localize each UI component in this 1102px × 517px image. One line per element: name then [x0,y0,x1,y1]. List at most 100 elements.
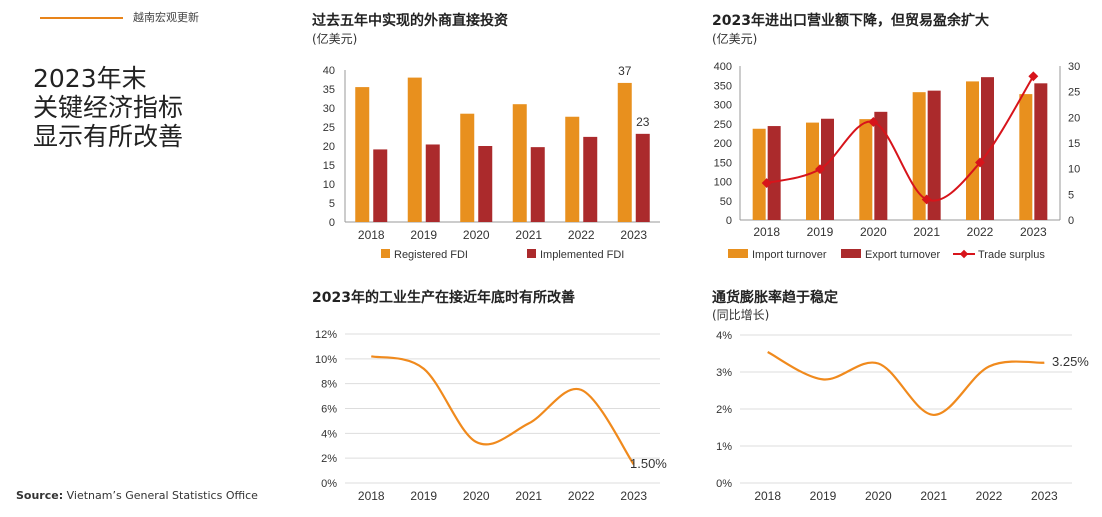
trade-chart-subtitle: (亿美元) [712,32,758,46]
cpi-y-tick: 4% [716,330,732,342]
cpi-x-tick: 2022 [976,489,1003,503]
fdi-y-tick: 25 [323,122,335,134]
industry-x-tick: 2021 [515,489,542,503]
trade-y-tick-right: 15 [1068,138,1080,150]
trade-bar-export [981,77,994,220]
fdi-bar-implemented [373,149,388,222]
fdi-chart-subtitle: (亿美元) [312,32,358,46]
fdi-legend-registered: Registered FDI [394,249,468,261]
industry-y-tick: 12% [315,329,337,341]
industry-x-tick: 2019 [410,489,437,503]
fdi-y-tick: 40 [323,65,335,77]
main-title-line1: 2023年末 [33,64,147,93]
trade-surplus-point [868,117,879,127]
trade-x-tick: 2022 [967,225,994,239]
cpi-x-tick: 2023 [1031,489,1058,503]
trade-x-tick: 2021 [913,225,940,239]
fdi-bar-implemented [583,136,598,222]
fdi-bar-registered [617,82,632,222]
trade-legend-swatch-export [841,249,861,258]
trade-y-tick-right: 0 [1068,215,1074,227]
trade-y-tick-left: 150 [714,157,732,169]
trade-bar-import [859,119,873,220]
cpi-x-tick: 2020 [865,489,892,503]
trade-bar-import [752,128,766,220]
trade-x-tick: 2023 [1020,225,1047,239]
fdi-y-tick: 5 [329,198,335,210]
trade-chart-title: 2023年进出口营业额下降，但贸易盈余扩大 [712,13,989,29]
fdi-bar-implemented [425,144,440,222]
trade-legend-surplus: Trade surplus [978,249,1045,261]
trade-surplus-point [975,157,985,168]
cpi-x-tick: 2021 [920,489,947,503]
main-title: 2023年末 关键经济指标 显示有所改善 [33,64,183,151]
industry-y-tick: 6% [321,404,337,416]
industry-y-tick: 2% [321,453,337,465]
fdi-legend-swatch-implemented [527,249,536,258]
fdi-chart-title: 过去五年中实现的外商直接投资 [312,13,508,29]
trade-surplus-point [761,178,772,188]
fdi-y-tick: 35 [323,84,335,96]
header-label: 越南宏观更新 [133,11,199,24]
fdi-x-tick: 2019 [410,228,437,242]
trade-bar-export [821,118,834,220]
trade-x-tick: 2020 [860,225,887,239]
trade-surplus-point [1028,71,1039,82]
trade-y-tick-left: 250 [714,119,732,131]
fdi-legend-swatch-registered [381,249,390,258]
trade-y-tick-right: 10 [1068,164,1080,176]
cpi-series-line [767,351,1045,417]
fdi-bar-implemented [635,133,650,222]
trade-legend-swatch-import [728,249,748,258]
industry-x-tick: 2023 [620,489,647,503]
trade-bar-export [927,90,941,220]
main-title-line3: 显示有所改善 [33,122,184,151]
industry-x-tick: 2022 [568,489,595,503]
fdi-y-tick: 20 [323,141,335,153]
industry-y-tick: 0% [321,478,337,490]
cpi-x-tick: 2019 [810,489,837,503]
fdi-y-tick: 10 [323,179,335,191]
trade-y-tick-left: 300 [714,100,732,112]
industry-x-tick: 2018 [358,489,385,503]
trade-surplus-point [921,194,932,205]
trade-y-tick-left: 400 [714,61,732,73]
fdi-bar-implemented [478,146,493,222]
industry-end-label: 1.50% [630,456,667,471]
fdi-x-tick: 2021 [515,228,542,242]
fdi-legend-implemented: Implemented FDI [540,249,624,261]
cpi-end-label: 3.25% [1052,354,1089,369]
fdi-x-tick: 2023 [620,228,647,242]
trade-bar-import [966,81,979,221]
fdi-bar-registered [355,87,370,222]
trade-y-tick-right: 30 [1068,61,1080,73]
industry-y-tick: 4% [321,428,337,440]
industry-series-line [370,355,635,466]
fdi-bar-registered [565,116,580,222]
industry-chart-title: 2023年的工业生产在接近年底时有所改善 [312,290,575,306]
trade-y-tick-left: 100 [714,177,732,189]
fdi-x-tick: 2020 [463,228,490,242]
fdi-y-tick: 0 [329,217,335,229]
fdi-x-tick: 2022 [568,228,595,242]
source-note: Source: Vietnam’s General Statistics Off… [16,489,258,502]
trade-x-tick: 2018 [753,225,780,239]
trade-bar-import [806,122,819,220]
cpi-chart-subtitle: (同比增长) [712,308,770,322]
trade-bar-export [767,126,781,220]
cpi-y-tick: 2% [716,404,732,416]
trade-legend-export: Export turnover [865,249,941,261]
fdi-y-tick: 15 [323,160,335,172]
fdi-bar-implemented [530,147,545,222]
cpi-x-tick: 2018 [754,489,781,503]
source-text: Vietnam’s General Statistics Office [66,489,258,502]
trade-surplus-point [815,164,825,175]
fdi-x-tick: 2018 [358,228,385,242]
trade-bar-export [1034,83,1048,220]
cpi-y-tick: 3% [716,367,732,379]
trade-bar-import [1019,94,1033,220]
